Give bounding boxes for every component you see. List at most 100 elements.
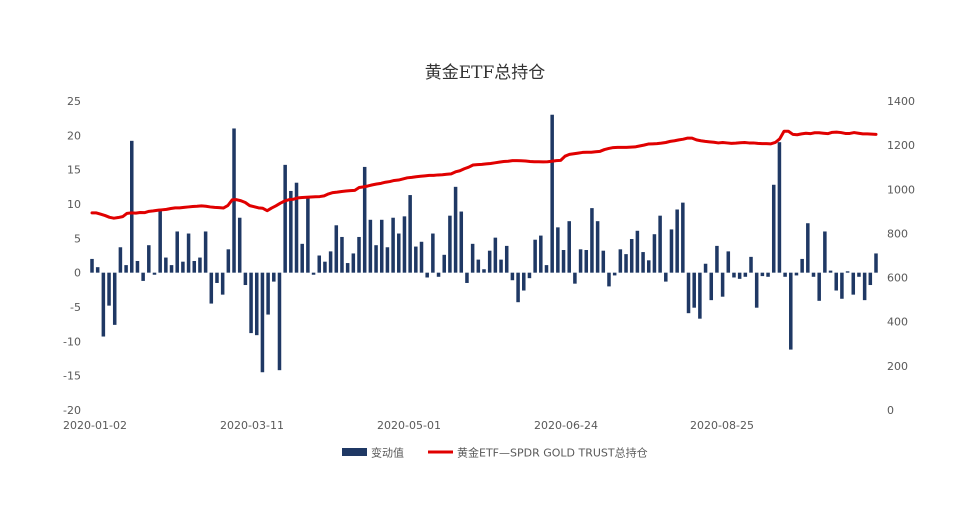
- right-tick-label: 1200: [887, 139, 915, 152]
- bar: [249, 272, 253, 334]
- bar: [317, 255, 322, 273]
- bar: [266, 272, 270, 315]
- bar: [209, 272, 214, 304]
- bar: [95, 267, 100, 273]
- bar: [175, 231, 179, 273]
- bar: [243, 272, 248, 286]
- bar: [192, 260, 197, 273]
- x-tick-label: 2020-03-11: [220, 419, 284, 432]
- bar: [476, 259, 481, 273]
- bar: [289, 190, 293, 273]
- bar: [260, 272, 265, 373]
- bar: [328, 251, 333, 273]
- bar: [504, 245, 509, 273]
- bar: [493, 237, 498, 273]
- bar: [130, 140, 134, 273]
- bar: [431, 233, 435, 273]
- bar: [334, 225, 339, 273]
- bar: [720, 272, 725, 297]
- bar: [442, 254, 446, 273]
- bar: [601, 250, 606, 273]
- bar: [357, 236, 361, 273]
- right-tick-label: 600: [887, 272, 908, 285]
- right-tick-label: 400: [887, 316, 908, 329]
- bar: [590, 208, 594, 273]
- bar: [402, 216, 407, 273]
- bar: [845, 271, 850, 273]
- left-axis: 25 20 15 10 5 0 -5 -10 -15 -20: [63, 95, 81, 417]
- bar: [584, 250, 589, 273]
- bar: [272, 272, 276, 282]
- left-tick-label: -15: [63, 370, 81, 383]
- bar: [169, 265, 174, 273]
- bar: [101, 272, 106, 337]
- bar: [527, 272, 532, 279]
- bar: [340, 236, 344, 273]
- right-tick-label: 200: [887, 360, 908, 373]
- bar: [90, 258, 94, 273]
- bar: [220, 272, 225, 295]
- bar: [692, 272, 696, 308]
- right-tick-label: 1000: [887, 183, 915, 196]
- bar: [237, 217, 242, 273]
- x-tick-label: 2020-06-24: [534, 419, 598, 432]
- bar: [629, 239, 634, 273]
- bar: [561, 250, 566, 273]
- bar: [578, 249, 583, 273]
- bar: [311, 272, 316, 275]
- bar: [874, 253, 878, 273]
- bar: [294, 182, 299, 273]
- bar: [323, 261, 327, 273]
- bar: [362, 166, 367, 273]
- bar: [397, 233, 401, 273]
- bar: [595, 221, 600, 273]
- bar: [823, 231, 827, 273]
- left-tick-label: 15: [67, 164, 81, 177]
- bar: [857, 272, 861, 277]
- bar: [607, 272, 611, 287]
- bar: [840, 272, 844, 299]
- bar: [771, 184, 776, 273]
- bar: [482, 269, 486, 273]
- left-tick-label: -20: [63, 404, 81, 417]
- bar: [675, 209, 679, 273]
- bar: [283, 164, 287, 273]
- holdings-line: [90, 129, 878, 220]
- bar: [635, 230, 640, 273]
- bar: [158, 208, 162, 273]
- bar: [112, 272, 117, 325]
- legend: 变动值 黄金ETF—SPDR GOLD TRUST总持仓: [342, 446, 648, 460]
- bar: [851, 272, 856, 295]
- bar: [669, 229, 674, 273]
- x-axis: 2020-01-02 2020-03-11 2020-05-01 2020-06-24…: [63, 419, 754, 432]
- bar: [715, 245, 719, 273]
- bar: [658, 215, 662, 273]
- bar: [681, 202, 685, 273]
- bar: [385, 247, 390, 273]
- bar: [743, 272, 748, 277]
- bar: [828, 270, 833, 273]
- bar: [124, 265, 128, 273]
- bar: [806, 223, 810, 273]
- bar: [198, 257, 202, 273]
- left-tick-label: 25: [67, 95, 81, 108]
- bar: [834, 272, 838, 291]
- x-tick-label: 2020-01-02: [63, 419, 127, 432]
- legend-line-label: 黄金ETF—SPDR GOLD TRUST总持仓: [457, 446, 648, 460]
- bar: [777, 142, 782, 273]
- bar: [664, 272, 668, 282]
- bar: [164, 257, 168, 273]
- bar: [181, 261, 185, 273]
- bar: [152, 272, 157, 275]
- bar: [300, 243, 304, 273]
- bar: [686, 272, 691, 314]
- bar: [646, 260, 651, 273]
- bar: [573, 272, 577, 284]
- bar: [414, 246, 418, 273]
- left-tick-label: 20: [67, 129, 81, 142]
- bar: [783, 272, 787, 277]
- bar: [754, 272, 759, 308]
- bar: [618, 249, 623, 273]
- bar: [556, 227, 560, 273]
